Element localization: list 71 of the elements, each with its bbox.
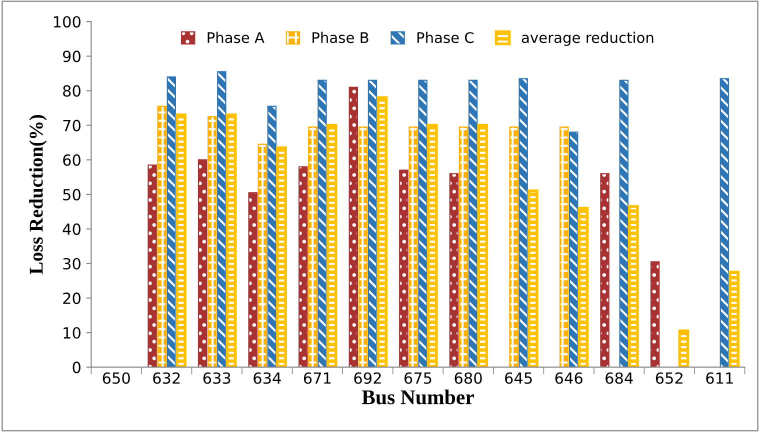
- bar: [208, 116, 217, 368]
- x-tick-label: 652: [656, 372, 682, 384]
- y-tick-label: 90: [63, 50, 80, 62]
- bar: [348, 86, 358, 368]
- bar: [578, 206, 589, 368]
- x-tick-label: 692: [354, 372, 381, 384]
- y-tick-label: 20: [63, 292, 80, 304]
- bar: [267, 106, 277, 368]
- bar: [175, 114, 186, 368]
- y-tick-label: 60: [63, 154, 80, 166]
- x-tick-label: 645: [505, 372, 532, 384]
- bar: [248, 192, 258, 368]
- x-tick-label: 632: [153, 372, 180, 384]
- y-axis-title: Loss Reduction(%): [29, 115, 47, 274]
- y-tick-label: 40: [62, 223, 80, 235]
- bar: [650, 261, 660, 368]
- bar: [527, 190, 538, 368]
- bar: [559, 126, 569, 368]
- bar: [326, 124, 338, 368]
- bar: [418, 80, 428, 368]
- bar: [568, 132, 578, 368]
- bar: [458, 126, 468, 368]
- bar: [518, 78, 528, 368]
- bar: [226, 114, 237, 368]
- bar: [728, 270, 740, 368]
- legend-label: Phase B: [312, 32, 368, 44]
- bar: [628, 205, 639, 368]
- bar: [298, 166, 308, 368]
- bar: [308, 126, 318, 368]
- x-tick-label: 684: [606, 372, 633, 384]
- bar: [449, 173, 459, 368]
- y-tick-label: 100: [54, 16, 80, 28]
- bar: [368, 80, 378, 368]
- x-tick-label: 611: [706, 372, 733, 384]
- y-tick-label: 80: [63, 85, 80, 97]
- bar: [720, 78, 730, 368]
- x-tick-label: 680: [454, 372, 482, 384]
- y-tick-label: 10: [64, 327, 80, 339]
- bar: [509, 126, 518, 368]
- x-tick-label: 675: [404, 372, 432, 384]
- y-tick-label: 30: [63, 258, 80, 270]
- legend-label: Phase A: [208, 32, 264, 44]
- legend-label: average reduction: [522, 32, 654, 46]
- x-tick-label: 634: [254, 372, 281, 384]
- bar: [399, 170, 408, 368]
- bar: [600, 173, 610, 368]
- bar: [358, 126, 368, 368]
- bar: [166, 76, 176, 368]
- bar: [376, 96, 388, 368]
- bar: [258, 144, 268, 368]
- bar: [408, 126, 418, 368]
- legend-label: Phase C: [417, 32, 474, 44]
- bar: [217, 71, 226, 368]
- y-tick-label: 0: [72, 362, 80, 374]
- x-tick-label: 671: [304, 372, 331, 384]
- bar: [276, 146, 287, 368]
- bar: [318, 80, 327, 368]
- bar: [468, 80, 478, 368]
- y-tick-label: 50: [63, 188, 80, 200]
- bar: [198, 159, 208, 368]
- bar: [426, 124, 438, 368]
- bar: [477, 124, 488, 368]
- x-tick-label: 646: [555, 372, 582, 384]
- y-tick-label: 70: [63, 120, 80, 132]
- bar: [157, 106, 166, 368]
- x-tick-label: 633: [203, 372, 230, 384]
- x-tick-label: 650: [102, 372, 130, 384]
- bar: [678, 330, 690, 368]
- x-axis-title: Bus Number: [362, 390, 474, 404]
- bar: [148, 164, 157, 368]
- bar: [619, 80, 628, 368]
